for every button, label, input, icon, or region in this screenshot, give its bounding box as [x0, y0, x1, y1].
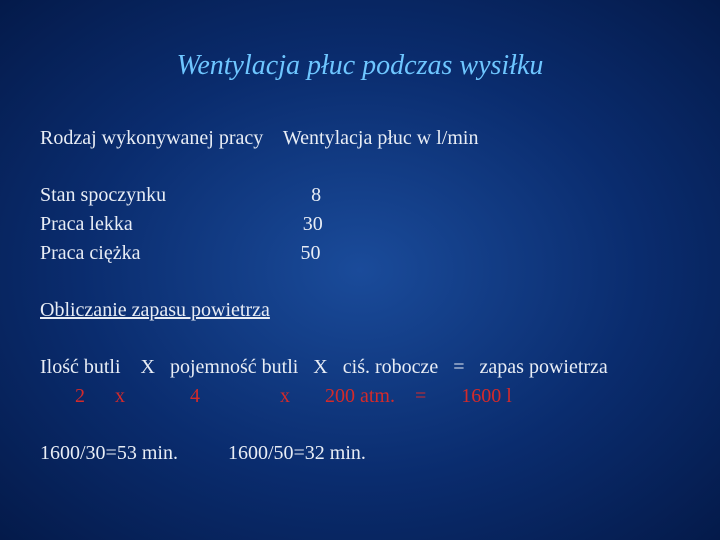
- slide-root: Wentylacja płuc podczas wysiłku Rodzaj w…: [0, 0, 720, 540]
- row-label: Praca lekka: [40, 213, 133, 235]
- slide-title: Wentylacja płuc podczas wysiłku: [40, 50, 680, 82]
- formula-text-line: Ilość butli X pojemność butli X ciś. rob…: [40, 353, 680, 382]
- spacer: [40, 153, 680, 181]
- section-heading-text: Obliczanie zapasu powietrza: [40, 299, 270, 321]
- row-label: Stan spoczynku: [40, 184, 166, 206]
- row-value: 50: [300, 242, 320, 264]
- formula-values-line: 2 x 4 x 200 atm. = 1600 l: [40, 382, 680, 411]
- spacer: [40, 325, 680, 353]
- table-header-row: Rodzaj wykonywanej pracy Wentylacja płuc…: [40, 124, 680, 153]
- table-header-col2: Wentylacja płuc w l/min: [283, 127, 479, 149]
- row-value: 8: [301, 184, 321, 206]
- section-heading: Obliczanie zapasu powietrza: [40, 296, 680, 325]
- table-row: Stan spoczynku 8: [40, 181, 680, 210]
- table-row: Praca lekka 30: [40, 210, 680, 239]
- spacer: [40, 411, 680, 439]
- results-line: 1600/30=53 min. 1600/50=32 min.: [40, 439, 680, 468]
- table-row: Praca ciężka 50: [40, 239, 680, 268]
- spacer: [40, 268, 680, 296]
- row-value: 30: [303, 213, 323, 235]
- table-header-col1: Rodzaj wykonywanej pracy: [40, 127, 263, 149]
- row-label: Praca ciężka: [40, 242, 140, 264]
